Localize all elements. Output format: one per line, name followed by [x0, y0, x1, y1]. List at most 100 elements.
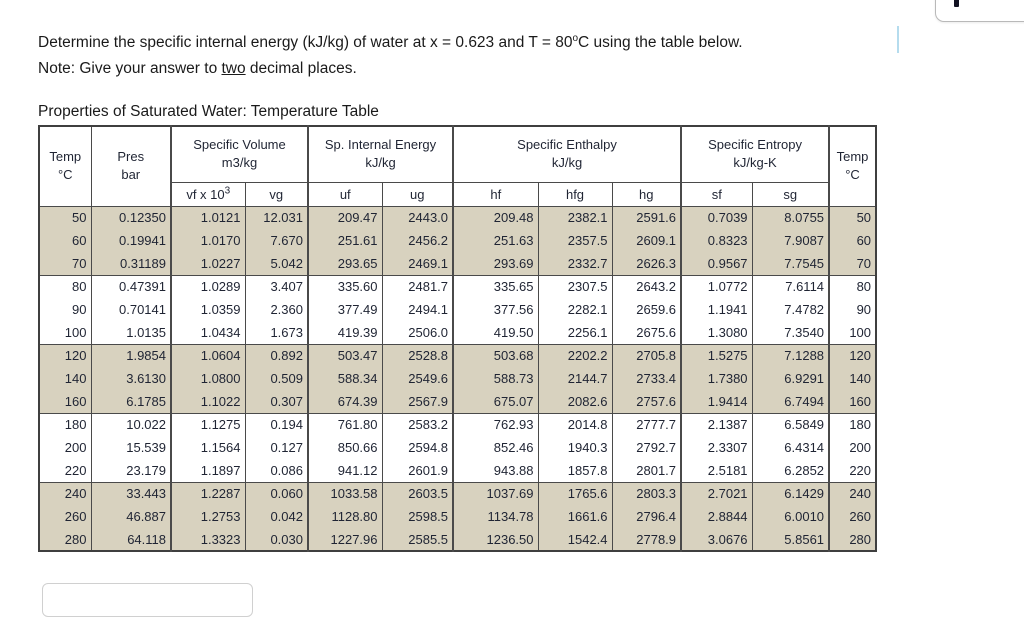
header-specific-volume: Specific Volume m3/kg [170, 126, 308, 183]
table-cell: 1.5275 [680, 343, 753, 367]
table-cell: 1.1941 [680, 298, 753, 321]
table-cell: 0.307 [244, 390, 308, 413]
cutoff-popup [935, 0, 1024, 22]
table-cell: 120 [38, 343, 91, 367]
table-cell: 1.2287 [170, 481, 245, 505]
table-cell: 0.70141 [90, 298, 171, 321]
group-unit: kJ/kg-K [733, 155, 777, 171]
table-cell: 6.9291 [751, 367, 830, 390]
table-cell: 220 [828, 459, 877, 482]
note-text: Note: Give your answer to two decimal pl… [38, 59, 357, 79]
table-cell: 280 [38, 528, 91, 551]
table-cell: 50 [828, 205, 877, 229]
table-cell: 2494.1 [381, 298, 454, 321]
table-cell: 588.34 [307, 367, 382, 390]
table-cell: 0.042 [244, 505, 308, 528]
table-cell: 1.0121 [170, 205, 245, 229]
table-cell: 2705.8 [611, 343, 682, 367]
table-cell: 6.0010 [751, 505, 830, 528]
table-cell: 1.673 [244, 321, 308, 344]
table-cell: 2598.5 [381, 505, 454, 528]
table-cell: 0.030 [244, 528, 308, 551]
table-cell: 5.042 [244, 252, 308, 275]
table-cell: 2481.7 [381, 274, 454, 298]
table-row: 50 0.12350 1.0121 12.031 209.47 2443.0 209.48 2… [38, 205, 877, 229]
answer-input[interactable] [42, 583, 253, 617]
table-cell: 200 [38, 436, 91, 459]
table-cell: 293.69 [452, 252, 539, 275]
table-cell: 160 [828, 390, 877, 413]
table-cell: 1.9854 [90, 343, 171, 367]
table-cell: 2256.1 [537, 321, 613, 344]
table-cell: 15.539 [90, 436, 171, 459]
table-cell: 2307.5 [537, 274, 613, 298]
table-cell: 335.65 [452, 274, 539, 298]
text-cursor [897, 26, 899, 53]
table-cell: 0.7039 [680, 205, 753, 229]
table-row: 100 1.0135 1.0434 1.673 419.39 2506.0 419.50 22… [38, 321, 877, 344]
table-cell: 70 [828, 252, 877, 275]
table-cell: 1033.58 [307, 481, 382, 505]
table-row: 280 64.118 1.3323 0.030 1227.96 2585.5 1236.50… [38, 528, 877, 551]
table-row: 140 3.6130 1.0800 0.509 588.34 2549.6 588.73 21… [38, 367, 877, 390]
table-cell: 1227.96 [307, 528, 382, 551]
table-cell: 50 [38, 205, 91, 229]
table-cell: 2.3307 [680, 436, 753, 459]
table-cell: 6.1785 [90, 390, 171, 413]
table-cell: 2733.4 [611, 367, 682, 390]
table-cell: 0.086 [244, 459, 308, 482]
table-cell: 2.7021 [680, 481, 753, 505]
header-temp-left: Temp °C [38, 126, 91, 206]
table-cell: 12.031 [244, 205, 308, 229]
table-cell: 2591.6 [611, 205, 682, 229]
table-cell: 0.19941 [90, 229, 171, 252]
table-cell: 503.47 [307, 343, 382, 367]
table-cell: 1.9414 [680, 390, 753, 413]
table-cell: 1.0604 [170, 343, 245, 367]
note-prefix: Note: Give your answer to [38, 60, 222, 77]
group-label: Specific Enthalpy [517, 137, 617, 153]
header-pres-unit: bar [121, 166, 141, 182]
table-cell: 1.7380 [680, 367, 753, 390]
table-cell: 70 [38, 252, 91, 275]
table-cell: 33.443 [90, 481, 171, 505]
table-cell: 2796.4 [611, 505, 682, 528]
note-suffix: decimal places. [245, 60, 357, 77]
table-cell: 2626.3 [611, 252, 682, 275]
table-cell: 0.194 [244, 412, 308, 436]
table-cell: 209.47 [307, 205, 382, 229]
header-temp-unit: °C [57, 166, 73, 182]
table-cell: 0.12350 [90, 205, 171, 229]
note-underlined-word: two [221, 60, 246, 77]
table-cell: 850.66 [307, 436, 382, 459]
table-cell: 335.60 [307, 274, 382, 298]
table-cell: 6.1429 [751, 481, 830, 505]
table-cell: 0.509 [244, 367, 308, 390]
table-cell: 2202.2 [537, 343, 613, 367]
table-cell: 2675.6 [611, 321, 682, 344]
table-cell: 675.07 [452, 390, 539, 413]
table-row: 260 46.887 1.2753 0.042 1128.80 2598.5 1134.78… [38, 505, 877, 528]
table-cell: 588.73 [452, 367, 539, 390]
header-temp-right: Temp °C [828, 126, 877, 206]
table-cell: 0.31189 [90, 252, 171, 275]
table-cell: 2282.1 [537, 298, 613, 321]
table-cell: 251.63 [452, 229, 539, 252]
group-label: Specific Entropy [708, 137, 802, 153]
table-cell: 140 [828, 367, 877, 390]
table-cell: 220 [38, 459, 91, 482]
table-cell: 852.46 [452, 436, 539, 459]
question-degree-sup: o [572, 32, 579, 44]
table-cell: 0.47391 [90, 274, 171, 298]
header-temp-unit: °C [845, 166, 860, 182]
table-cell: 2506.0 [381, 321, 454, 344]
table-row: 90 0.70141 1.0359 2.360 377.49 2494.1 377.56 22… [38, 298, 877, 321]
table-cell: 2.1387 [680, 412, 753, 436]
table-cell: 251.61 [307, 229, 382, 252]
subheader-vg: vg [244, 182, 308, 206]
table-cell: 503.68 [452, 343, 539, 367]
steam-table: Temp °C Pres bar Specific Volume m3/kg S… [38, 125, 878, 552]
table-cell: 1134.78 [452, 505, 539, 528]
table-cell: 1.0170 [170, 229, 245, 252]
table-cell: 2803.3 [611, 481, 682, 505]
